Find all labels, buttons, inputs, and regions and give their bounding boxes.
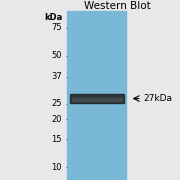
Bar — [67, 11, 126, 179]
Text: kDa: kDa — [44, 13, 62, 22]
Text: 25: 25 — [51, 99, 62, 108]
Text: 15: 15 — [51, 135, 62, 144]
Text: 50: 50 — [51, 51, 62, 60]
Text: Western Blot: Western Blot — [84, 1, 151, 11]
Bar — [70, 94, 124, 103]
Text: 75: 75 — [51, 23, 62, 32]
Text: 10: 10 — [51, 163, 62, 172]
Text: 20: 20 — [51, 115, 62, 124]
Bar — [72, 98, 122, 101]
Text: 37: 37 — [51, 72, 62, 81]
Text: 27kDa: 27kDa — [143, 94, 172, 103]
